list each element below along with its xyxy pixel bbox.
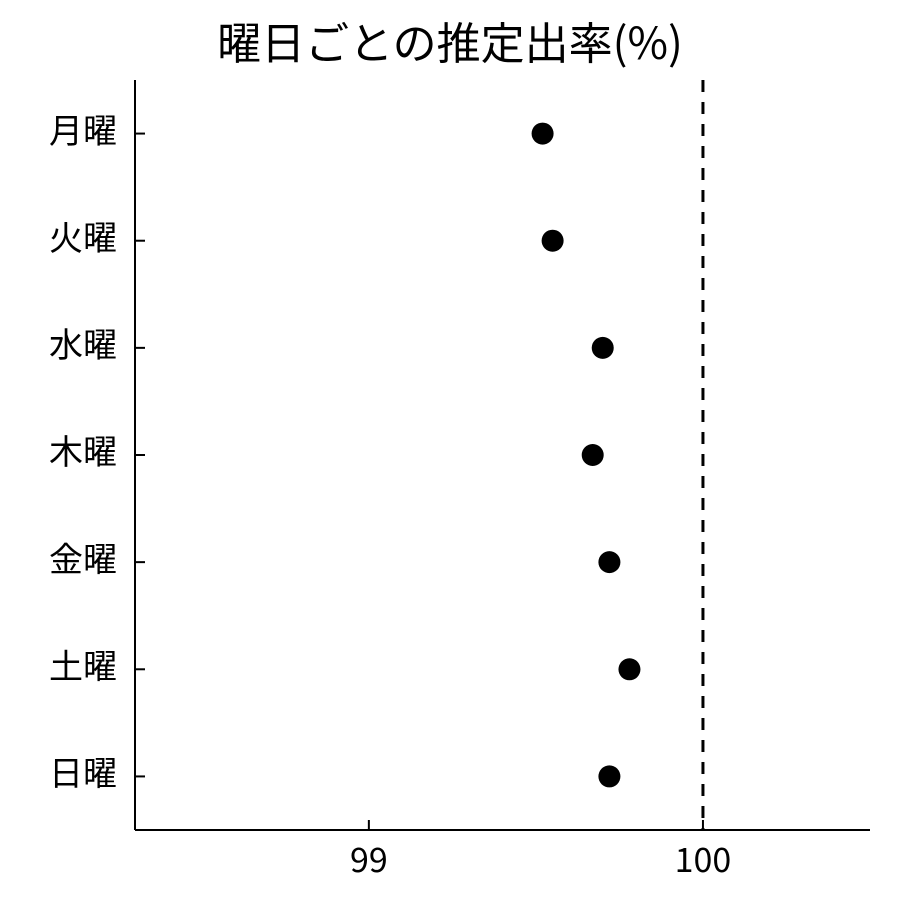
y-tick-label: 土曜 xyxy=(49,640,117,689)
y-tick-label: 月曜 xyxy=(49,104,117,153)
y-tick-label: 火曜 xyxy=(49,211,117,260)
y-tick-label: 日曜 xyxy=(49,747,117,796)
y-tick-label: 木曜 xyxy=(49,425,117,474)
data-point xyxy=(598,551,620,573)
y-tick-label: 水曜 xyxy=(49,318,117,367)
data-point xyxy=(592,337,614,359)
data-point xyxy=(618,658,640,680)
chart-container: 曜日ごとの推定出率(%) 99100月曜火曜水曜木曜金曜土曜日曜 xyxy=(0,0,900,900)
data-point xyxy=(532,123,554,145)
data-point xyxy=(598,765,620,787)
data-point xyxy=(542,230,564,252)
y-tick-label: 金曜 xyxy=(49,532,117,581)
data-point xyxy=(582,444,604,466)
x-tick-label: 99 xyxy=(350,833,388,882)
dot-chart-svg: 99 100 月曜火曜水曜木曜金曜土曜日曜 xyxy=(0,0,900,900)
x-tick-label: 100 xyxy=(675,833,732,882)
